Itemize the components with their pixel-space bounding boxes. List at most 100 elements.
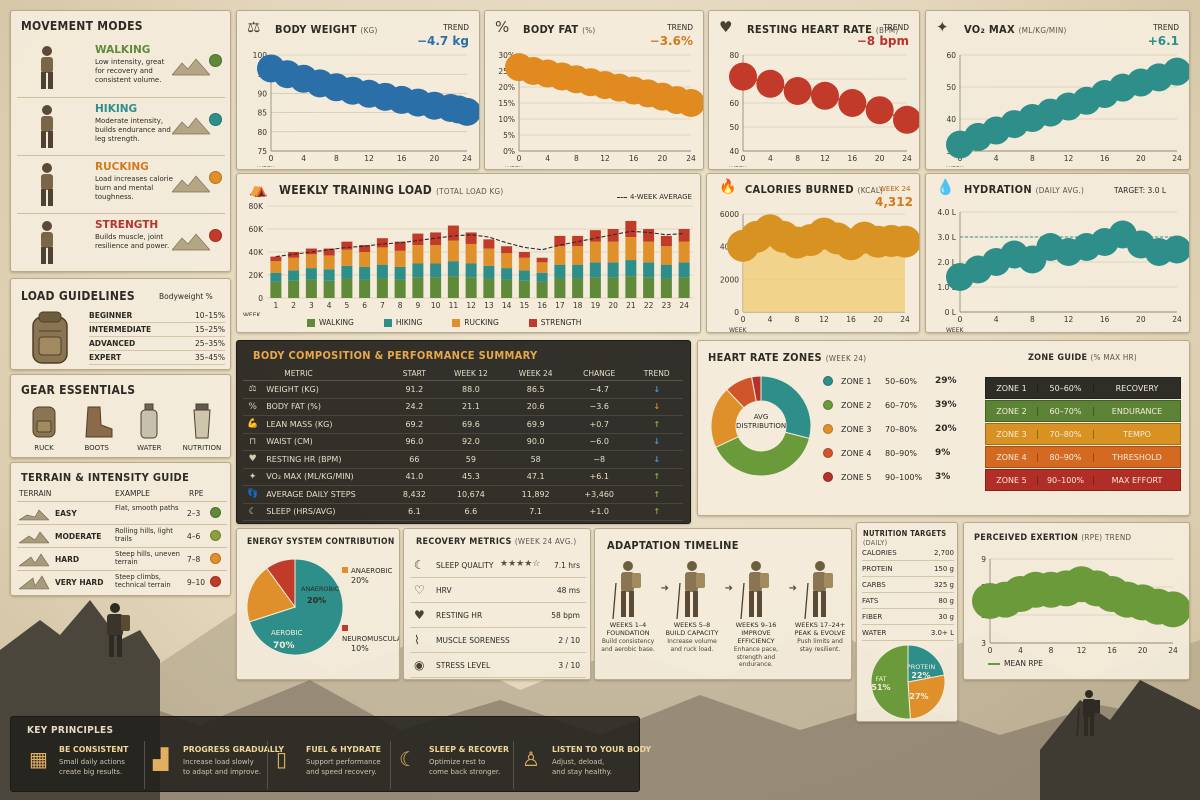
x-tick-label: 24 bbox=[462, 154, 472, 163]
hr-zones-title: HEART RATE ZONES (WEEK 24) bbox=[708, 351, 866, 364]
rpe-legend-swatch bbox=[988, 662, 1000, 665]
x-tick-label: 0 bbox=[958, 315, 963, 324]
x-tick-label: 12 bbox=[1064, 154, 1074, 163]
gear-label: BOOTS bbox=[84, 444, 109, 452]
bar-segment-hiking bbox=[394, 266, 406, 280]
trend-arrow-icon: ↑ bbox=[653, 419, 661, 429]
backpack-icon: ⛺ bbox=[249, 180, 268, 198]
x-tick-label: 1 bbox=[273, 301, 278, 310]
x-tick-label: 24 bbox=[1168, 646, 1178, 655]
zone-pct: 9% bbox=[935, 448, 951, 458]
principle-item: ♙ LISTEN TO YOUR BODY Adjust, deload, and s… bbox=[513, 741, 651, 789]
bar-segment-rucking bbox=[607, 241, 619, 263]
x-tick-label: 2 bbox=[291, 301, 296, 310]
nutrition-label: CALORIES bbox=[862, 548, 897, 557]
bar-segment-walking bbox=[376, 278, 388, 298]
x-tick-label: 4 bbox=[994, 315, 999, 324]
principle-title: BE CONSISTENT bbox=[59, 745, 129, 754]
vo2-unit: (ML/KG/MIN) bbox=[1018, 26, 1067, 35]
metric-icon: ☾ bbox=[248, 506, 257, 517]
y-tick-label: 60 bbox=[946, 51, 956, 60]
y-tick-label: 2.0 L bbox=[938, 258, 957, 267]
bar-growth-icon: ▟ bbox=[153, 747, 169, 771]
movement-mode-color-dot bbox=[209, 171, 222, 184]
bar-segment-walking bbox=[359, 279, 371, 298]
principle-title: PROGRESS GRADUALLY bbox=[183, 745, 285, 754]
stage-name: IMPROVE EFFICIENCY bbox=[737, 629, 775, 645]
metric-name: WAIST (CM) bbox=[266, 437, 313, 447]
athlete-figure-icon bbox=[27, 104, 67, 150]
legend-swatch bbox=[342, 567, 348, 573]
x-tick-label: 16 bbox=[1107, 646, 1117, 655]
trend-arrow-icon: ↓ bbox=[653, 384, 661, 394]
metric-w12: 6.6 bbox=[464, 507, 478, 517]
backpack-icon bbox=[19, 401, 69, 444]
summary-column-header: CHANGE bbox=[583, 369, 616, 378]
nutrition-label: PROTEIN bbox=[862, 564, 893, 573]
terrain-rpe: 2–3 bbox=[187, 509, 201, 518]
metric-w24: 20.6 bbox=[526, 402, 545, 412]
zone-guide-label: MAX EFFORT bbox=[1111, 475, 1163, 485]
rpe-unit: (RPE) TREND bbox=[1081, 533, 1132, 542]
metric-w12: 88.0 bbox=[461, 384, 480, 394]
terrain-example: Rolling hills, light trails bbox=[115, 527, 173, 544]
y-tick-label: 0 bbox=[258, 294, 263, 303]
zone-range: 80–90% bbox=[885, 449, 917, 458]
energy-legend-item: ANAEROBIC 20% bbox=[342, 567, 399, 587]
metric-start: 41.0 bbox=[405, 472, 424, 482]
bar-segment-rucking bbox=[394, 250, 406, 267]
macro-name: FAT bbox=[875, 675, 886, 683]
y-tick-label: 5% bbox=[503, 131, 515, 140]
recovery-value: 58 bpm bbox=[551, 611, 580, 620]
summary-row: 👣 AVERAGE DAILY STEPS 8,432 10,674 11,892 +3,… bbox=[243, 486, 683, 503]
gear-label: NUTRITION bbox=[182, 444, 222, 452]
x-tick-label: 12 bbox=[364, 154, 374, 163]
x-tick-label: 17 bbox=[555, 301, 565, 310]
principle-desc-line2: create big results. bbox=[59, 768, 123, 776]
x-tick-label: 20 bbox=[430, 154, 440, 163]
recovery-value: 7.1 hrs bbox=[553, 561, 580, 570]
macro-name: PROTEIN bbox=[907, 663, 936, 671]
recovery-value: 2 / 10 bbox=[558, 636, 580, 645]
summary-row: ⊓ WAIST (CM) 96.0 92.0 90.0 −6.0 ↓ bbox=[243, 433, 683, 451]
adaptation-title: ADAPTATION TIMELINE bbox=[607, 539, 739, 552]
heart-pulse-icon: ♥ bbox=[719, 18, 733, 36]
principle-item: ☾ SLEEP & RECOVER Optimize rest to come bac… bbox=[390, 741, 513, 789]
recovery-title: RECOVERY METRICS (WEEK 24 AVG.) bbox=[416, 537, 576, 547]
terrain-row: VERY HARD Steep climbs, technical terrain… bbox=[17, 570, 227, 593]
x-tick-label: 11 bbox=[449, 301, 459, 310]
bar-segment-rucking bbox=[501, 253, 513, 269]
trend-arrow-icon: ↑ bbox=[653, 489, 661, 499]
y-tick-label: 0 L bbox=[945, 308, 957, 317]
x-tick-label: 4 bbox=[768, 154, 773, 163]
load-range: 15–25% bbox=[195, 325, 225, 334]
slice-fat bbox=[870, 644, 911, 720]
x-tick-label: 3 bbox=[309, 301, 314, 310]
recovery-unit: (WEEK 24 AVG.) bbox=[514, 537, 577, 546]
x-tick-label: 10 bbox=[431, 301, 441, 310]
zone-guide-name: ZONE 2 bbox=[986, 406, 1038, 416]
metric-w12: 10,674 bbox=[456, 489, 485, 499]
legend-swatch bbox=[528, 318, 537, 327]
load-guidelines-title: LOAD GUIDELINES bbox=[21, 289, 135, 303]
metric-w12: 21.1 bbox=[461, 402, 480, 412]
zone-pct: 3% bbox=[935, 472, 951, 482]
zone-pct: 39% bbox=[935, 400, 957, 410]
hiker-silhouette-left bbox=[107, 603, 130, 657]
zone-guide-row: ZONE 5 90–100% MAX EFFORT bbox=[985, 469, 1181, 491]
bar-segment-rucking bbox=[288, 257, 300, 271]
zone-name: ZONE 4 bbox=[841, 449, 872, 458]
zone-guide-label: TEMPO bbox=[1123, 429, 1151, 439]
weight-panel: ⚖BODY WEIGHT (KG)TREND−4.7 kg75808590951… bbox=[236, 10, 480, 170]
bar-segment-hiking bbox=[643, 262, 655, 278]
x-tick-label: 16 bbox=[1100, 154, 1110, 163]
zone-color-dot bbox=[823, 472, 833, 482]
summary-header-row: METRIC START WEEK 12 WEEK 24 CHANGE TREND bbox=[243, 367, 683, 381]
hydration-panel: 💧 HYDRATION (DAILY AVG.) TARGET: 3.0 L 0… bbox=[925, 173, 1190, 333]
principle-desc-line1: Increase load slowly bbox=[183, 758, 254, 766]
metric-w24: 90.0 bbox=[526, 437, 545, 447]
data-point bbox=[1155, 591, 1189, 628]
recovery-title-text: RECOVERY METRICS bbox=[416, 537, 512, 547]
x-axis-label: WEEK bbox=[729, 166, 748, 167]
bottle-icon bbox=[124, 401, 174, 444]
